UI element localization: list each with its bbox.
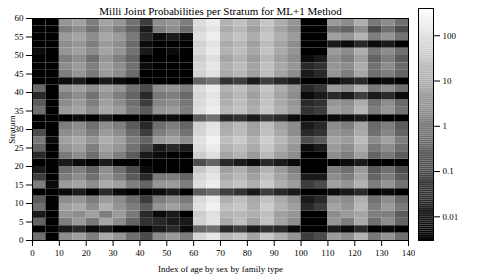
svg-text:90: 90 — [270, 248, 280, 258]
svg-text:100: 100 — [443, 31, 457, 41]
svg-text:5: 5 — [19, 217, 24, 227]
svg-text:70: 70 — [216, 248, 226, 258]
svg-text:Index of age by sex by family: Index of age by sex by family type — [158, 264, 283, 274]
svg-text:Milli Joint Probabilities per: Milli Joint Probabilities per Stratum fo… — [99, 5, 342, 17]
svg-text:20: 20 — [15, 161, 25, 171]
svg-text:25: 25 — [14, 142, 24, 153]
svg-text:55: 55 — [15, 32, 25, 42]
svg-text:10: 10 — [443, 76, 453, 86]
svg-text:30: 30 — [14, 124, 24, 135]
svg-text:10: 10 — [15, 198, 25, 208]
svg-text:Stratum: Stratum — [7, 115, 17, 144]
svg-text:0.01: 0.01 — [443, 212, 459, 222]
svg-text:80: 80 — [243, 248, 253, 258]
svg-text:20: 20 — [82, 248, 92, 258]
svg-text:0: 0 — [30, 248, 35, 258]
svg-text:120: 120 — [348, 248, 362, 258]
svg-text:60: 60 — [189, 248, 199, 258]
svg-text:0: 0 — [19, 235, 24, 245]
svg-text:110: 110 — [321, 248, 335, 258]
svg-text:50: 50 — [162, 248, 172, 258]
svg-text:40: 40 — [135, 248, 145, 258]
svg-text:45: 45 — [15, 69, 25, 79]
svg-text:30: 30 — [109, 248, 119, 258]
svg-text:60: 60 — [15, 13, 25, 23]
svg-text:0.1: 0.1 — [443, 166, 454, 176]
svg-text:15: 15 — [15, 180, 25, 190]
svg-text:130: 130 — [375, 248, 389, 258]
svg-text:40: 40 — [15, 87, 25, 97]
svg-text:10: 10 — [55, 248, 65, 258]
svg-text:1: 1 — [443, 121, 448, 131]
svg-text:35: 35 — [15, 106, 25, 116]
svg-text:50: 50 — [15, 50, 25, 60]
svg-text:100: 100 — [294, 248, 308, 258]
svg-text:140: 140 — [402, 248, 416, 258]
